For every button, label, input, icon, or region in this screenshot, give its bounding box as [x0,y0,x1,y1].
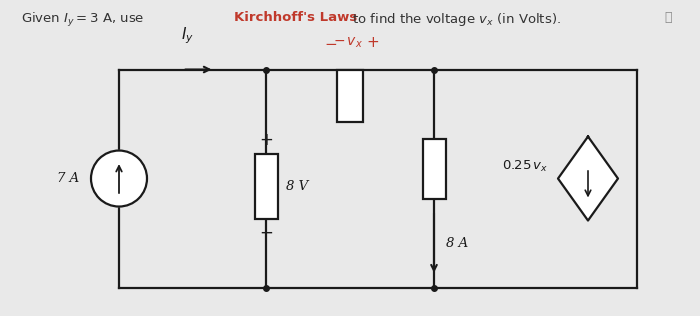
Bar [255,154,277,219]
Text: $0.25\,v_x$: $0.25\,v_x$ [502,159,548,174]
Text: $-\,v_x$: $-\,v_x$ [333,35,363,50]
Text: $I_y$: $I_y$ [181,25,194,46]
Circle shape [91,150,147,207]
Text: 8 V: 8 V [286,180,308,193]
Text: Given $I_y = 3$ A, use: Given $I_y = 3$ A, use [21,11,145,29]
Polygon shape [558,137,618,221]
Text: +: + [259,131,273,149]
Text: 7 A: 7 A [57,172,79,185]
Text: to find the voltage $v_x$ (in Volts).: to find the voltage $v_x$ (in Volts). [348,11,561,28]
Bar [423,138,445,198]
Text: 8 A: 8 A [446,237,468,250]
Text: −: − [259,224,273,242]
Text: Kirchhoff's Laws: Kirchhoff's Laws [234,11,358,24]
Text: $-$: $-$ [324,35,337,50]
Text: ⧉: ⧉ [664,11,672,24]
Bar [337,70,363,122]
Text: $+$: $+$ [366,35,379,50]
